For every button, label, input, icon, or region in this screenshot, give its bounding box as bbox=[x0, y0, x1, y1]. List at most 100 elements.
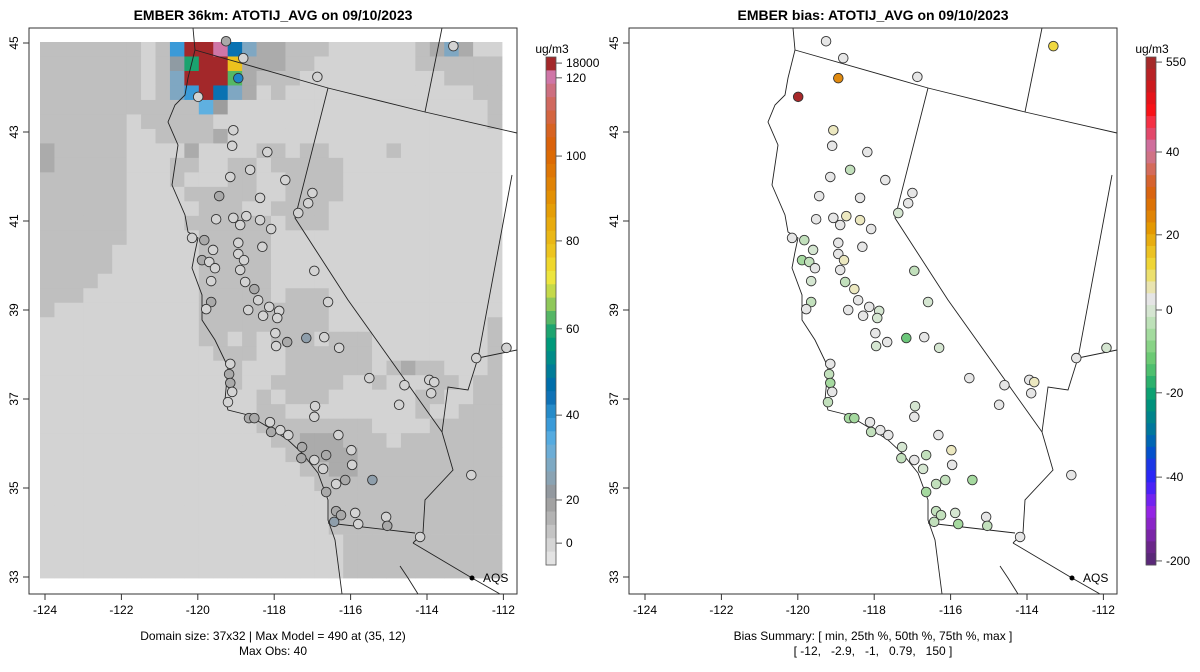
grid-cell bbox=[400, 70, 416, 86]
grid-cell bbox=[444, 70, 460, 86]
grid-cell bbox=[213, 331, 229, 347]
monitor-site-point bbox=[234, 264, 246, 276]
grid-cell bbox=[83, 143, 99, 159]
grid-cell bbox=[271, 520, 286, 535]
monitor-site-point bbox=[367, 474, 378, 486]
grid-cell bbox=[213, 172, 229, 188]
grid-cell bbox=[400, 549, 416, 564]
boundary-line bbox=[424, 27, 443, 113]
grid-cell bbox=[487, 520, 503, 535]
colorbar-segment bbox=[546, 137, 556, 151]
grid-cell bbox=[299, 288, 315, 304]
grid-cell bbox=[357, 491, 373, 506]
footer-line-1: Bias Summary: [ min, 25th %, 50th %, 75t… bbox=[734, 629, 1013, 643]
grid-cell bbox=[415, 491, 431, 506]
monitor-site-point bbox=[249, 283, 260, 295]
x-tick-label: -118 bbox=[263, 603, 286, 617]
grid-cell bbox=[285, 56, 301, 72]
colorbar-segment bbox=[1146, 104, 1156, 117]
monitor-site-point bbox=[854, 214, 866, 226]
colorbar-segment bbox=[546, 444, 556, 459]
grid-cell bbox=[54, 563, 70, 579]
grid-cell bbox=[40, 85, 55, 101]
grid-cell bbox=[444, 404, 460, 420]
grid-cell bbox=[328, 549, 344, 564]
monitor-site-point bbox=[328, 516, 340, 528]
grid-cell bbox=[40, 505, 55, 521]
grid-cell bbox=[299, 563, 315, 579]
grid-cell bbox=[83, 244, 99, 260]
grid-cell bbox=[444, 201, 460, 217]
grid-cell bbox=[256, 56, 272, 72]
grid-cell bbox=[68, 288, 84, 304]
grid-cell bbox=[54, 288, 70, 304]
monitor-site-point bbox=[828, 124, 839, 136]
grid-cell bbox=[198, 317, 214, 333]
grid-cell bbox=[415, 549, 431, 564]
grid-cell bbox=[169, 215, 185, 231]
grid-cell bbox=[97, 42, 113, 57]
grid-cell bbox=[126, 505, 142, 521]
grid-cell bbox=[386, 375, 402, 391]
aqs-marker-dot bbox=[1069, 575, 1075, 581]
grid-cell bbox=[184, 520, 200, 535]
grid-cell bbox=[242, 520, 257, 535]
grid-cell bbox=[343, 70, 359, 86]
monitor-site-point bbox=[335, 509, 347, 521]
grid-cell bbox=[343, 534, 359, 550]
grid-cell bbox=[169, 563, 185, 579]
monitor-site-point bbox=[800, 303, 812, 315]
grid-cell bbox=[68, 404, 84, 420]
monitor-site-point bbox=[281, 336, 293, 348]
grid-cell bbox=[68, 85, 84, 101]
y-tick-label: 33 bbox=[607, 570, 621, 584]
grid-cell bbox=[444, 85, 460, 101]
grid-cell bbox=[169, 42, 185, 57]
grid-cell bbox=[112, 317, 128, 333]
grid-cell bbox=[343, 157, 359, 173]
grid-cell bbox=[83, 491, 99, 506]
grid-cell bbox=[487, 56, 503, 72]
grid-cell bbox=[97, 404, 113, 420]
grid-cell bbox=[155, 244, 171, 260]
x-tick-label: -116 bbox=[339, 603, 362, 617]
grid-cell bbox=[97, 215, 113, 231]
grid-cell bbox=[473, 534, 488, 550]
y-tick-label: 39 bbox=[607, 303, 621, 317]
grid-cell bbox=[285, 317, 301, 333]
grid-cell bbox=[299, 302, 315, 318]
grid-cell bbox=[83, 230, 99, 246]
grid-cell bbox=[256, 476, 272, 492]
grid-cell bbox=[357, 273, 373, 289]
grid-cell bbox=[83, 549, 99, 564]
grid-cell bbox=[444, 244, 460, 260]
grid-cell bbox=[415, 172, 431, 188]
boundary-line bbox=[441, 357, 479, 433]
monitor-site-point bbox=[902, 197, 914, 209]
grid-cell bbox=[126, 563, 142, 579]
monitor-site-point bbox=[301, 332, 312, 344]
grid-cell bbox=[112, 549, 128, 564]
grid-cell bbox=[198, 56, 214, 72]
grid-cell bbox=[487, 157, 503, 173]
grid-cell bbox=[271, 143, 286, 159]
monitor-site-point bbox=[909, 411, 920, 423]
grid-cell bbox=[256, 70, 272, 86]
grid-cell bbox=[40, 114, 55, 130]
monitor-site-point bbox=[825, 377, 836, 389]
grid-cell bbox=[372, 375, 387, 391]
grid-cell bbox=[271, 99, 286, 115]
grid-cell bbox=[227, 549, 243, 564]
colorbar-label: ug/m3 bbox=[535, 42, 569, 56]
grid-cell bbox=[343, 331, 359, 347]
monitor-site-point bbox=[918, 331, 930, 343]
monitor-site-point bbox=[865, 426, 877, 438]
grid-cell bbox=[169, 462, 185, 477]
grid-cell bbox=[487, 99, 503, 115]
grid-cell bbox=[83, 172, 99, 188]
monitor-site-point bbox=[317, 463, 329, 475]
grid-cell bbox=[68, 259, 84, 275]
grid-cell bbox=[227, 433, 243, 449]
grid-cell bbox=[68, 520, 84, 535]
grid-cell bbox=[54, 302, 70, 318]
